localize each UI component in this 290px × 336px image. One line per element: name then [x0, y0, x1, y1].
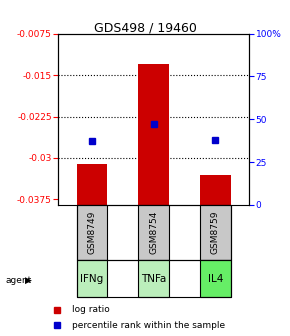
Bar — [77, 260, 231, 297]
Text: GDS498 / 19460: GDS498 / 19460 — [94, 22, 196, 35]
Bar — [77, 205, 231, 260]
Text: percentile rank within the sample: percentile rank within the sample — [72, 321, 225, 330]
Bar — [138, 260, 169, 297]
Bar — [138, 64, 169, 205]
Bar — [200, 205, 231, 260]
Bar — [77, 164, 107, 205]
Text: agent: agent — [6, 276, 32, 285]
Text: IL4: IL4 — [208, 274, 223, 284]
Bar — [138, 205, 169, 260]
Text: ▶: ▶ — [25, 276, 32, 285]
Text: GSM8754: GSM8754 — [149, 211, 158, 254]
Text: log ratio: log ratio — [72, 305, 110, 314]
Text: TNFa: TNFa — [141, 274, 166, 284]
Bar — [77, 260, 107, 297]
Bar — [77, 205, 107, 260]
Text: IFNg: IFNg — [80, 274, 104, 284]
Bar — [200, 175, 231, 205]
Bar — [200, 260, 231, 297]
Text: GSM8749: GSM8749 — [88, 211, 97, 254]
Text: GSM8759: GSM8759 — [211, 211, 220, 254]
